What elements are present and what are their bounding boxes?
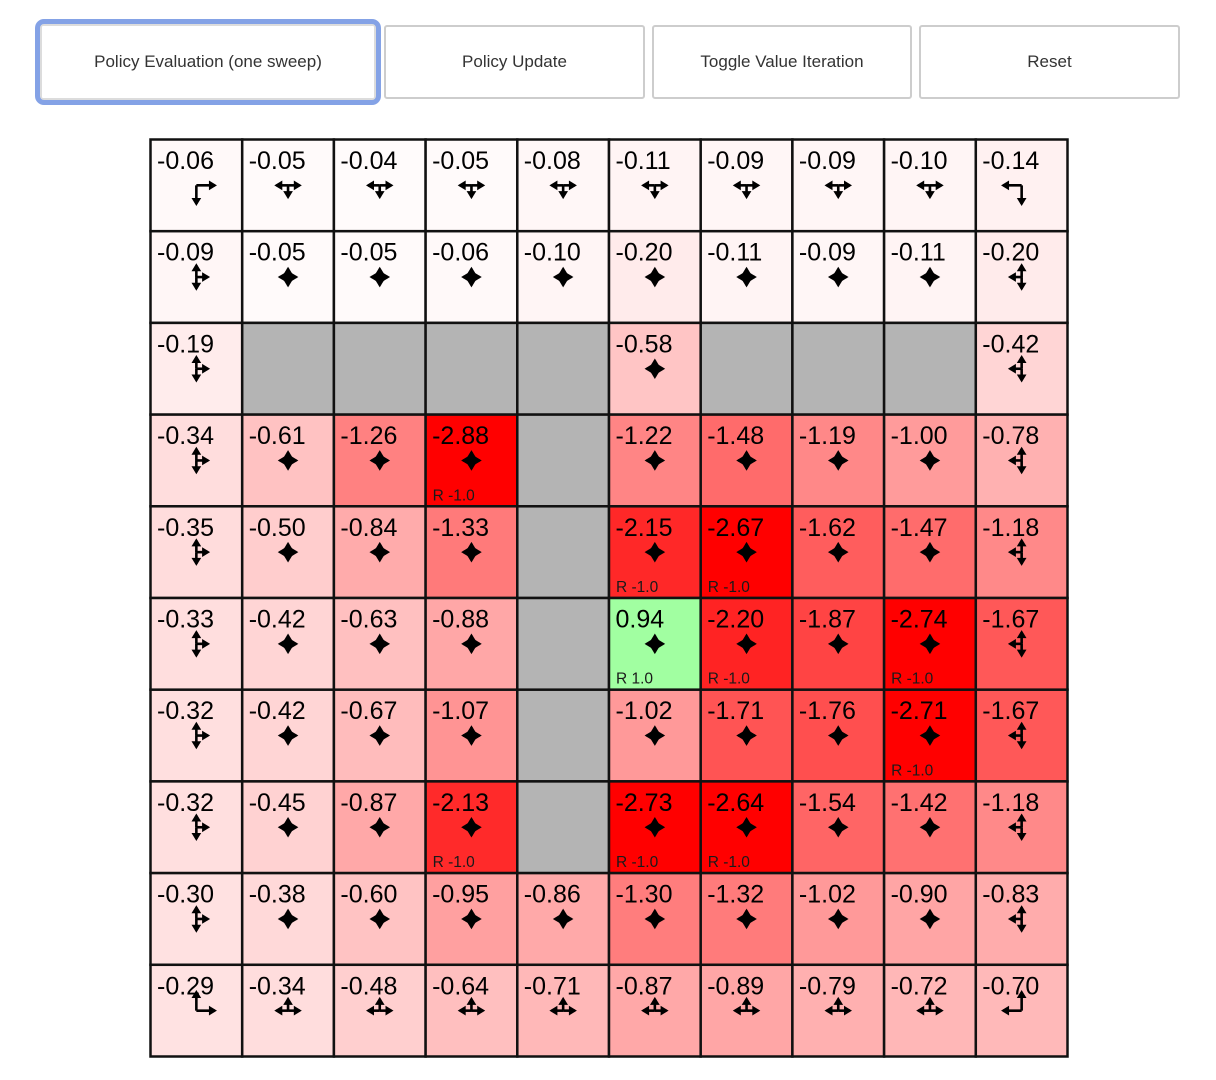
svg-text:-0.11: -0.11 xyxy=(616,147,671,175)
svg-text:R -1.0: R -1.0 xyxy=(433,487,476,504)
svg-text:R -1.0: R -1.0 xyxy=(433,854,476,871)
svg-text:-0.64: -0.64 xyxy=(432,972,489,1000)
svg-text:0.94: 0.94 xyxy=(616,606,665,634)
svg-text:-1.00: -1.00 xyxy=(891,422,948,450)
svg-text:-0.11: -0.11 xyxy=(707,239,762,267)
svg-text:-0.09: -0.09 xyxy=(707,147,764,175)
svg-text:-1.67: -1.67 xyxy=(982,606,1039,634)
svg-text:-2.15: -2.15 xyxy=(616,514,673,542)
svg-text:-1.26: -1.26 xyxy=(340,422,397,450)
svg-text:-0.89: -0.89 xyxy=(707,972,764,1000)
svg-text:-0.04: -0.04 xyxy=(340,147,397,175)
svg-text:-0.88: -0.88 xyxy=(432,606,489,634)
svg-text:-1.42: -1.42 xyxy=(891,789,948,817)
svg-text:-2.13: -2.13 xyxy=(432,789,489,817)
svg-text:-0.14: -0.14 xyxy=(982,147,1039,175)
svg-text:-0.95: -0.95 xyxy=(432,881,489,909)
svg-text:R 1.0: R 1.0 xyxy=(616,671,653,688)
svg-text:-0.67: -0.67 xyxy=(340,697,397,725)
svg-text:-0.05: -0.05 xyxy=(340,239,397,267)
svg-text:-0.45: -0.45 xyxy=(249,789,306,817)
svg-text:-0.58: -0.58 xyxy=(616,330,673,358)
svg-text:-0.86: -0.86 xyxy=(524,881,581,909)
svg-text:-0.19: -0.19 xyxy=(157,330,214,358)
svg-text:-0.42: -0.42 xyxy=(249,606,306,634)
svg-text:-0.20: -0.20 xyxy=(616,239,673,267)
svg-text:-0.79: -0.79 xyxy=(799,972,856,1000)
svg-text:-0.48: -0.48 xyxy=(340,972,397,1000)
svg-text:-1.18: -1.18 xyxy=(982,514,1039,542)
svg-text:-0.35: -0.35 xyxy=(157,514,214,542)
svg-text:-1.02: -1.02 xyxy=(616,697,673,725)
svg-text:R -1.0: R -1.0 xyxy=(708,579,751,596)
svg-text:-1.87: -1.87 xyxy=(799,606,856,634)
svg-text:-1.71: -1.71 xyxy=(707,697,764,725)
svg-text:-2.67: -2.67 xyxy=(707,514,764,542)
svg-text:-1.76: -1.76 xyxy=(799,697,856,725)
svg-text:-0.72: -0.72 xyxy=(891,972,948,1000)
svg-text:-0.50: -0.50 xyxy=(249,514,306,542)
svg-text:R -1.0: R -1.0 xyxy=(708,671,751,688)
svg-text:-0.90: -0.90 xyxy=(891,881,948,909)
svg-text:-1.54: -1.54 xyxy=(799,789,856,817)
svg-text:-1.47: -1.47 xyxy=(891,514,948,542)
svg-text:-0.78: -0.78 xyxy=(982,422,1039,450)
svg-text:-2.20: -2.20 xyxy=(707,606,764,634)
svg-text:-0.09: -0.09 xyxy=(157,239,214,267)
svg-text:-1.07: -1.07 xyxy=(432,697,489,725)
svg-text:-1.48: -1.48 xyxy=(707,422,764,450)
svg-text:-0.05: -0.05 xyxy=(249,239,306,267)
svg-text:-0.06: -0.06 xyxy=(157,147,214,175)
svg-text:-0.61: -0.61 xyxy=(249,422,306,450)
svg-text:-0.87: -0.87 xyxy=(340,789,397,817)
svg-text:-1.33: -1.33 xyxy=(432,514,489,542)
svg-text:-0.34: -0.34 xyxy=(157,422,214,450)
svg-text:-0.20: -0.20 xyxy=(982,239,1039,267)
svg-text:-2.73: -2.73 xyxy=(616,789,673,817)
svg-text:R -1.0: R -1.0 xyxy=(616,579,659,596)
svg-text:-0.08: -0.08 xyxy=(524,147,581,175)
svg-text:-0.42: -0.42 xyxy=(249,697,306,725)
svg-text:-0.05: -0.05 xyxy=(249,147,306,175)
svg-text:-0.84: -0.84 xyxy=(340,514,397,542)
svg-text:-0.06: -0.06 xyxy=(432,239,489,267)
svg-text:-1.02: -1.02 xyxy=(799,881,856,909)
svg-text:-0.87: -0.87 xyxy=(616,972,673,1000)
svg-text:-0.32: -0.32 xyxy=(157,789,214,817)
svg-text:-1.32: -1.32 xyxy=(707,881,764,909)
svg-text:-2.64: -2.64 xyxy=(707,789,764,817)
svg-text:-0.70: -0.70 xyxy=(982,972,1039,1000)
svg-text:-1.30: -1.30 xyxy=(616,881,673,909)
svg-text:-0.09: -0.09 xyxy=(799,239,856,267)
svg-text:-2.71: -2.71 xyxy=(891,697,948,725)
svg-text:-0.33: -0.33 xyxy=(157,606,214,634)
svg-text:-0.05: -0.05 xyxy=(432,147,489,175)
svg-text:-2.74: -2.74 xyxy=(891,606,948,634)
svg-text:-1.22: -1.22 xyxy=(616,422,673,450)
svg-text:-0.11: -0.11 xyxy=(891,239,946,267)
svg-text:-0.71: -0.71 xyxy=(524,972,581,1000)
svg-text:-0.60: -0.60 xyxy=(340,881,397,909)
svg-text:R -1.0: R -1.0 xyxy=(891,762,934,779)
svg-text:-0.83: -0.83 xyxy=(982,881,1039,909)
svg-text:-1.19: -1.19 xyxy=(799,422,856,450)
svg-text:-0.29: -0.29 xyxy=(157,972,214,1000)
svg-text:-0.09: -0.09 xyxy=(799,147,856,175)
svg-text:-0.38: -0.38 xyxy=(249,881,306,909)
svg-text:-1.67: -1.67 xyxy=(982,697,1039,725)
svg-text:R -1.0: R -1.0 xyxy=(616,854,659,871)
svg-text:-0.42: -0.42 xyxy=(982,330,1039,358)
svg-text:R -1.0: R -1.0 xyxy=(708,854,751,871)
svg-text:-1.18: -1.18 xyxy=(982,789,1039,817)
svg-text:-1.62: -1.62 xyxy=(799,514,856,542)
svg-text:-0.63: -0.63 xyxy=(340,606,397,634)
svg-text:-2.88: -2.88 xyxy=(432,422,489,450)
svg-text:-0.34: -0.34 xyxy=(249,972,306,1000)
svg-text:-0.10: -0.10 xyxy=(891,147,948,175)
svg-text:-0.32: -0.32 xyxy=(157,697,214,725)
svg-text:R -1.0: R -1.0 xyxy=(891,671,934,688)
svg-text:-0.10: -0.10 xyxy=(524,239,581,267)
svg-text:-0.30: -0.30 xyxy=(157,881,214,909)
